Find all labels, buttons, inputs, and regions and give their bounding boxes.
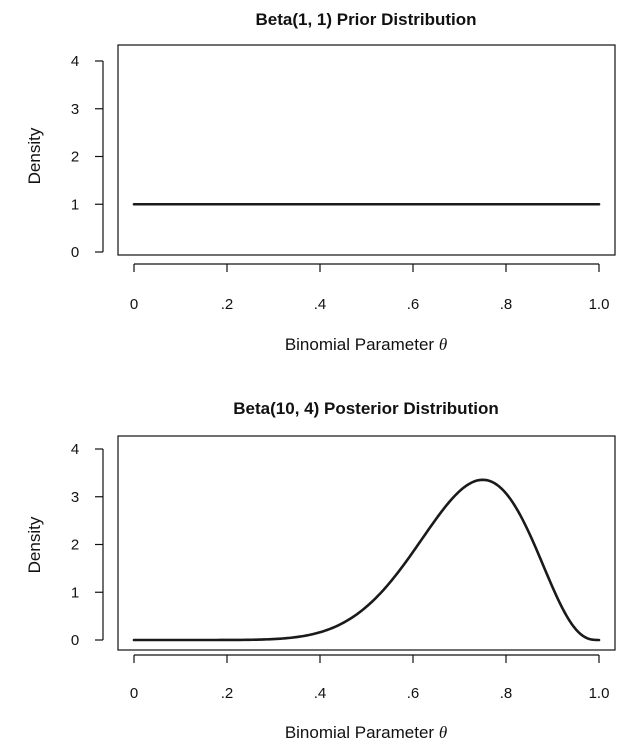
x-tick-label: .8 (500, 685, 513, 702)
x-tick-label: .4 (314, 296, 327, 313)
x-tick-label: .2 (221, 685, 234, 702)
x-tick-label: .4 (314, 685, 327, 702)
y-tick-label: 2 (71, 149, 79, 166)
y-tick-label: 0 (71, 244, 79, 261)
y-axis: 0 1 2 3 4 (71, 441, 104, 649)
plot-frame (117, 435, 616, 651)
x-axis-label: Binomial Parameter θ (285, 723, 447, 741)
density-line (132, 478, 601, 642)
x-tick-label: .6 (407, 685, 420, 702)
y-axis-label: Density (25, 516, 44, 573)
x-axis-label-symbol: θ (439, 335, 447, 354)
x-axis-label-text: Binomial Parameter (285, 723, 435, 741)
x-tick-label: .8 (500, 296, 513, 313)
prior-chart-panel: Beta(1, 1) Prior Distribution Density Bi… (25, 10, 616, 354)
y-tick-label: 0 (71, 632, 79, 649)
x-tick-label: .2 (221, 296, 234, 313)
y-tick-label: 4 (71, 441, 79, 458)
y-tick-label: 3 (71, 101, 79, 118)
x-axis: 0 .2 .4 .6 .8 1.0 (130, 654, 610, 702)
chart-title: Beta(1, 1) Prior Distribution (255, 10, 476, 29)
y-axis-label: Density (25, 127, 44, 184)
series-layer (132, 478, 601, 642)
y-tick-label: 1 (71, 196, 79, 213)
y-tick-label: 4 (71, 53, 79, 70)
y-tick-label: 1 (71, 584, 79, 601)
x-axis-label-symbol: θ (439, 723, 447, 741)
y-axis: 0 1 2 3 4 (71, 53, 104, 261)
x-tick-label: 0 (130, 296, 138, 313)
x-axis-label-text: Binomial Parameter (285, 335, 435, 354)
x-axis: 0 .2 .4 .6 .8 1.0 (130, 263, 610, 313)
plot-frame (117, 44, 616, 256)
x-tick-label: .6 (407, 296, 420, 313)
y-tick-label: 2 (71, 537, 79, 554)
chart-title: Beta(10, 4) Posterior Distribution (233, 399, 498, 418)
posterior-chart-panel: Beta(10, 4) Posterior Distribution Densi… (25, 399, 616, 741)
x-tick-label: 1.0 (589, 296, 610, 313)
x-axis-label: Binomial Parameter θ (285, 335, 447, 354)
y-tick-label: 3 (71, 489, 79, 506)
x-tick-label: 1.0 (589, 685, 610, 702)
x-tick-label: 0 (130, 685, 138, 702)
